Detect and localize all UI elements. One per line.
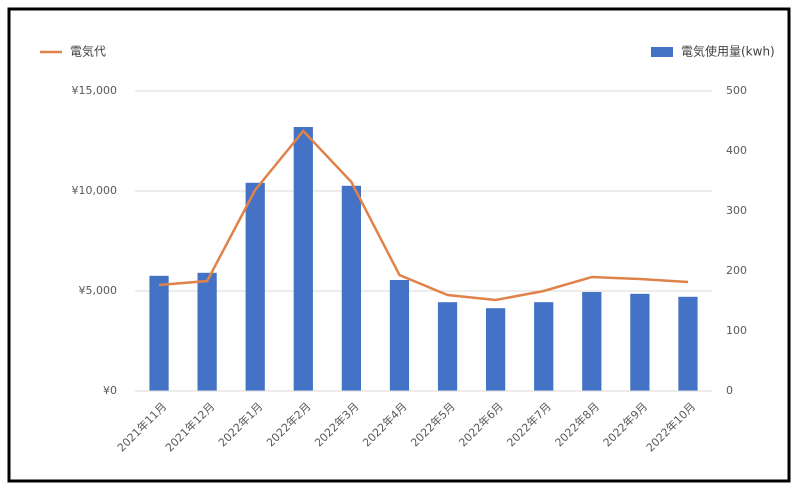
legend-label: 電気代 xyxy=(70,44,106,59)
bar xyxy=(437,302,458,391)
bar xyxy=(486,308,506,391)
y-tick-label: ¥10,000 xyxy=(72,184,118,197)
y2-tick-label: 200 xyxy=(726,264,747,277)
line xyxy=(158,129,689,302)
bar xyxy=(678,296,698,391)
bar xyxy=(293,127,313,391)
bar xyxy=(341,185,361,391)
y2-tick-label: 0 xyxy=(726,384,733,397)
bar xyxy=(534,302,554,391)
y-tick-label: ¥15,000 xyxy=(72,84,118,97)
y-tick-label: ¥0 xyxy=(103,384,117,397)
y2-tick-label: 300 xyxy=(726,204,747,217)
bar xyxy=(389,280,410,391)
legend-swatch xyxy=(651,47,673,57)
bar xyxy=(197,272,217,391)
bar xyxy=(149,275,169,391)
y2-tick-label: 500 xyxy=(726,84,747,97)
bar xyxy=(582,292,602,391)
y2-tick-label: 100 xyxy=(726,324,747,337)
bar xyxy=(630,293,650,391)
legend-label: 電気使用量(kwh) xyxy=(681,44,775,59)
y-tick-label: ¥5,000 xyxy=(79,284,118,297)
chart-frame xyxy=(7,7,791,483)
y2-tick-label: 400 xyxy=(726,144,747,157)
bar xyxy=(245,182,265,391)
